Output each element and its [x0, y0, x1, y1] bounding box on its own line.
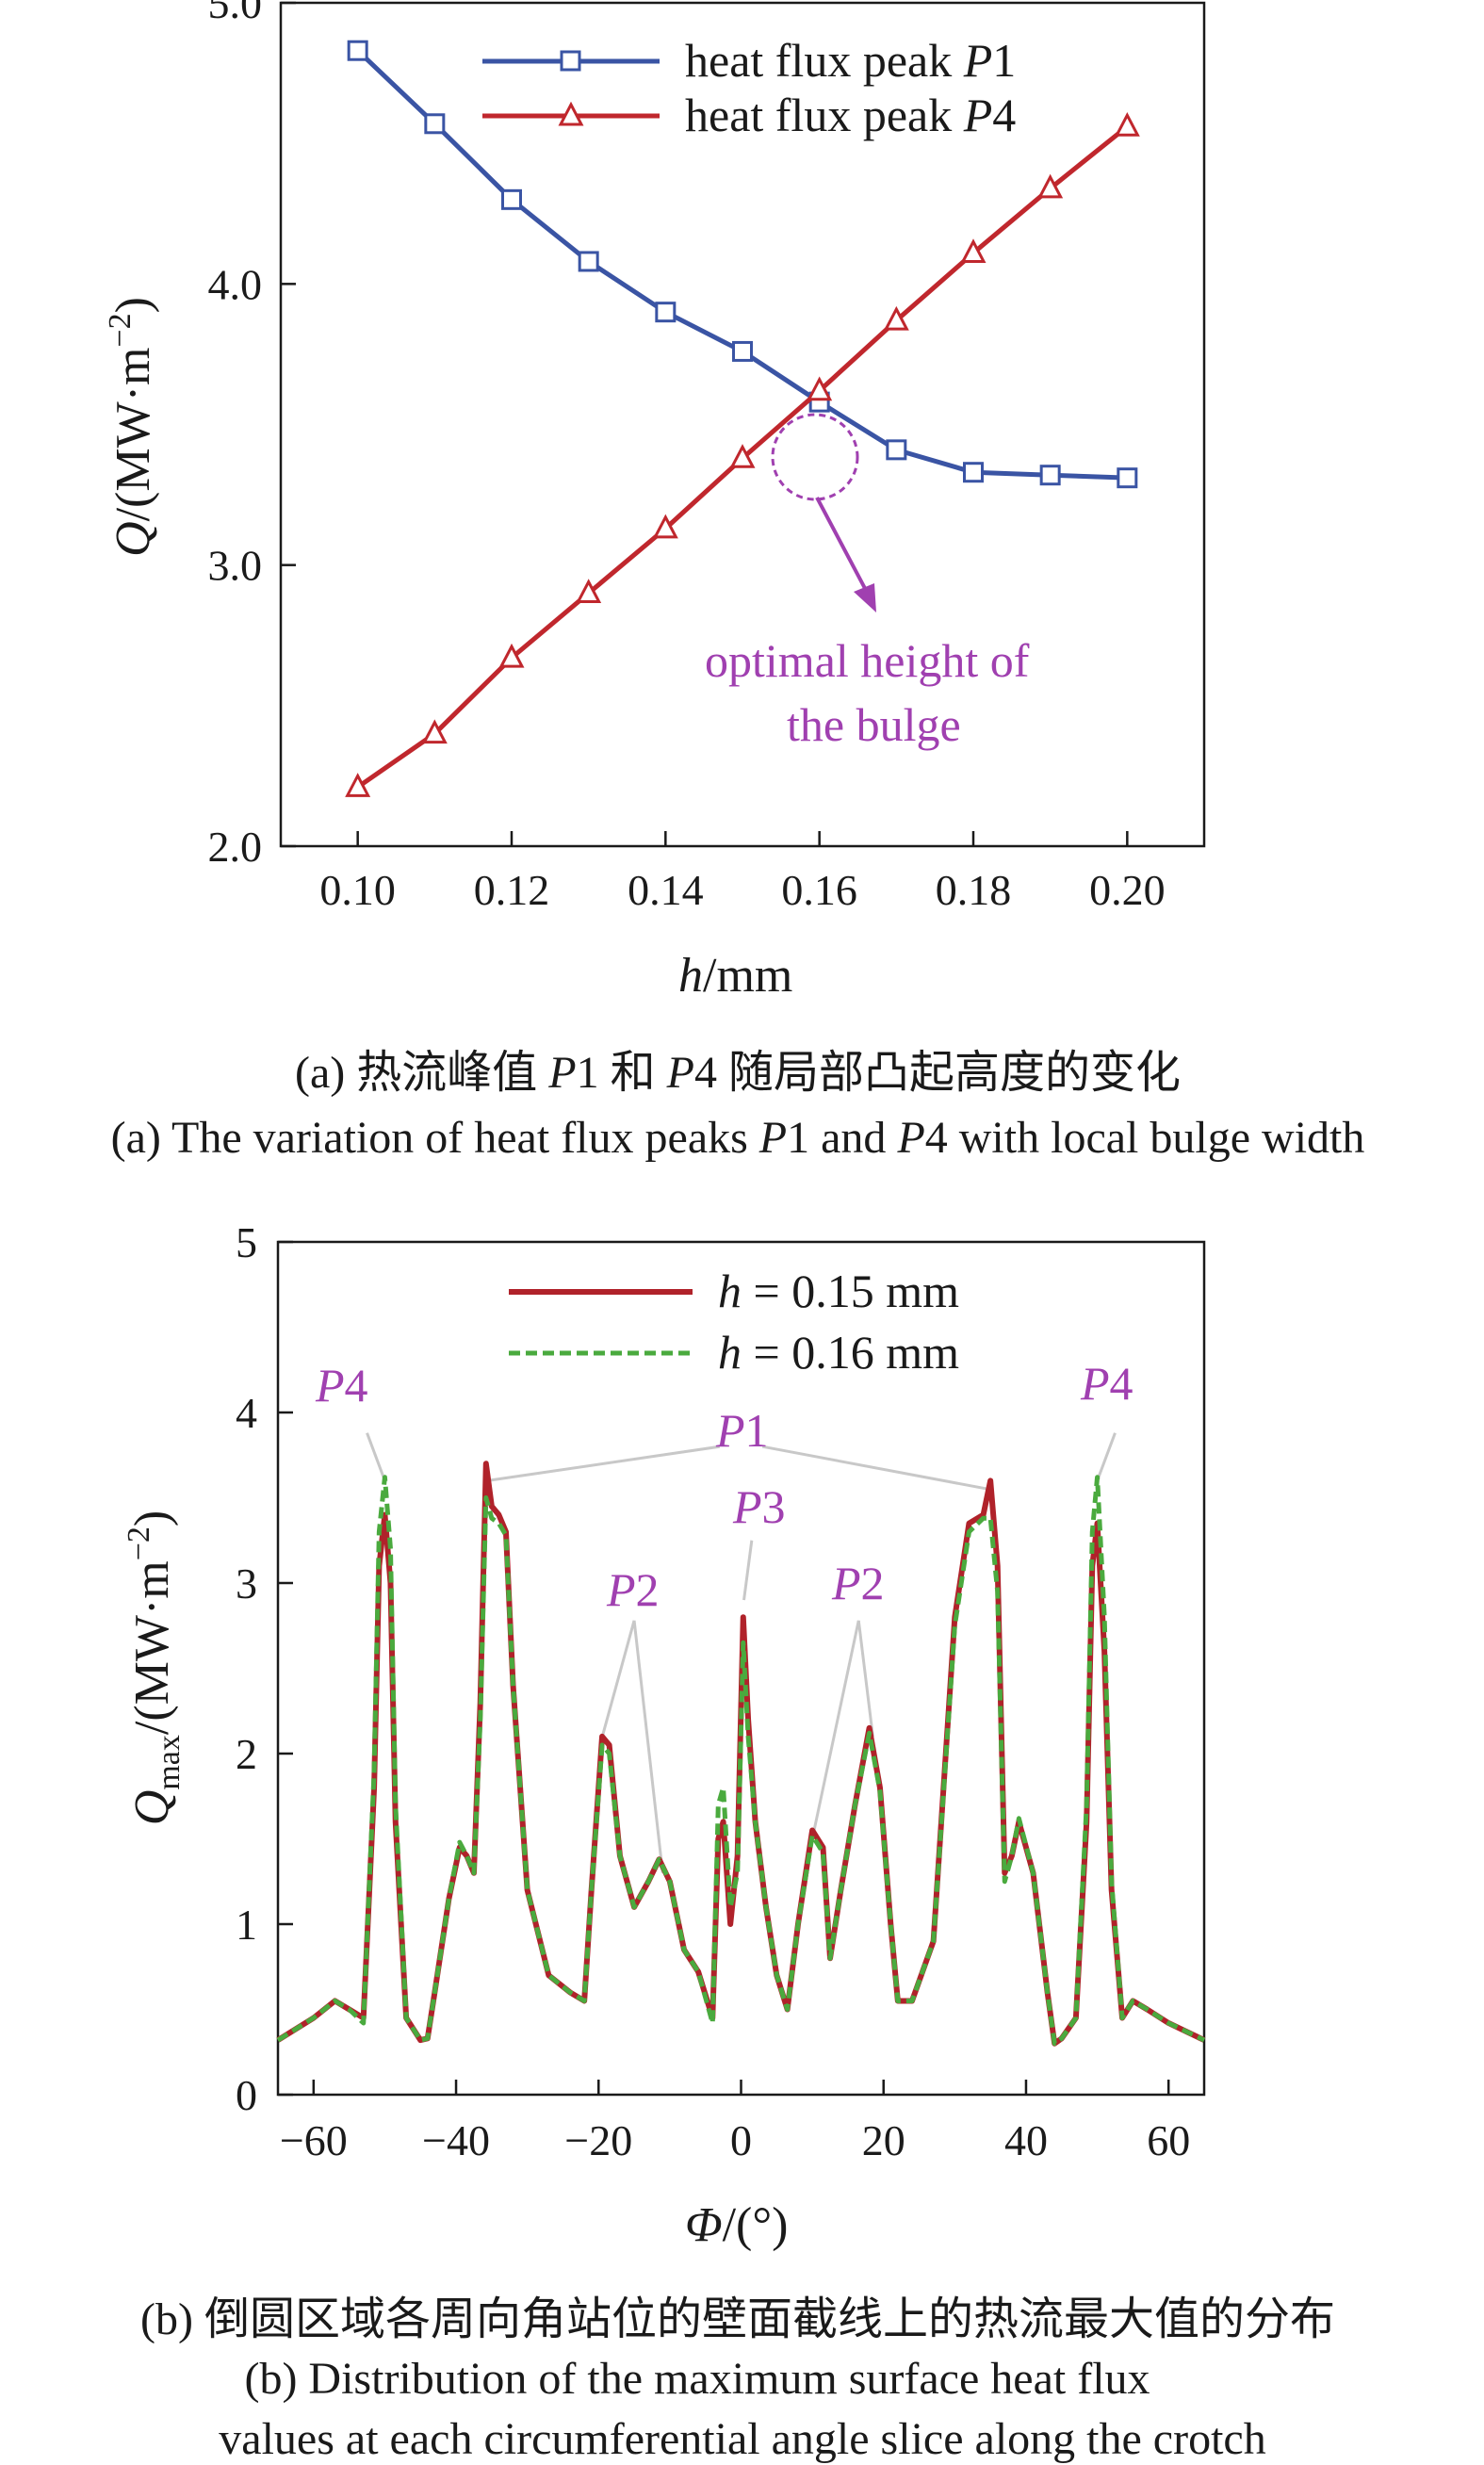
chart-a-caption-en: (a) The variation of heat flux peaks P1 … [111, 1113, 1365, 1163]
p1-data-point [963, 462, 984, 483]
p1-data-point [424, 113, 446, 135]
peak-label-p2-right: P2 [831, 1557, 885, 1609]
series-h016-line [276, 1475, 1206, 2047]
x-tick-label: −60 [280, 2116, 348, 2164]
peak-leader-line [487, 1445, 721, 1482]
peak-label-p4-right: P4 [1080, 1357, 1133, 1410]
y-tick-label: 3 [236, 1559, 257, 1608]
peak-leader-line [761, 1445, 989, 1491]
legend-p1-square-marker [560, 50, 581, 72]
optimal-height-arrow-head [854, 583, 876, 612]
p4-data-point [1114, 112, 1140, 137]
p4-data-point [729, 444, 756, 468]
p1-data-point [578, 251, 599, 272]
peak-label-p1: P1 [715, 1404, 769, 1457]
p4-data-point [883, 305, 909, 331]
legend-h016-label: h = 0.16 mm [718, 1326, 959, 1379]
p1-data-point [1039, 465, 1061, 486]
p4-data-point [421, 719, 448, 744]
optimal-height-arrow-line [815, 497, 871, 596]
optimal-height-circle [771, 413, 859, 501]
chart-b-series [276, 1461, 1206, 2047]
p4-data-point [576, 579, 602, 603]
p4-data-point [960, 238, 987, 264]
p4-data-point [807, 376, 833, 401]
p4-data-point [498, 643, 525, 668]
p1-data-point [347, 40, 368, 61]
legend-h015-label: h = 0.15 mm [718, 1265, 959, 1317]
x-tick-label: 0.14 [628, 866, 704, 914]
chart-b-caption-en-line2: values at each circumferential angle sli… [219, 2414, 1265, 2464]
chart-a-annotation: optimal height of the bulge [705, 413, 1030, 751]
chart-b-caption-en-line1: (b) Distribution of the maximum surface … [244, 2354, 1150, 2404]
peak-leader-line [598, 1620, 636, 1746]
y-tick-label: 5.0 [208, 0, 263, 27]
chart-b-peak-labels: P4 P1 P3 P2 P2 P4 [315, 1357, 1133, 1616]
chart-a-caption-cn: (a) 热流峰值 P1 和 P4 随局部凸起高度的变化 [295, 1048, 1181, 1098]
peak-leader-line [366, 1432, 386, 1481]
p1-data-point [886, 439, 907, 461]
chart-a-x-ticks: 0.10 0.12 0.14 0.16 0.18 0.20 [319, 831, 1166, 914]
x-tick-label: 0.10 [319, 866, 396, 914]
p1-data-point [501, 188, 522, 210]
p4-data-point [345, 773, 371, 797]
p1-data-point [655, 302, 677, 323]
y-tick-label: 0 [236, 2071, 257, 2119]
x-tick-label: 40 [1004, 2116, 1048, 2164]
chart-b-peak-leader-lines [366, 1432, 1117, 1873]
legend-p1-label: heat flux peak P1 [685, 34, 1016, 87]
peak-leader-line [856, 1620, 874, 1738]
p1-data-point [732, 340, 753, 362]
chart-a-legend: heat flux peak P1 heat flux peak P4 [482, 34, 1016, 141]
y-tick-label: 2 [236, 1730, 257, 1778]
chart-b: −60 −40 −20 0 20 40 60 0 1 2 3 4 5 h = 0.15 mm h = … [122, 1218, 1335, 2464]
x-tick-label: 20 [862, 2116, 905, 2164]
x-tick-label: 0.20 [1089, 866, 1166, 914]
x-tick-label: 0 [730, 2116, 752, 2164]
x-tick-label: −20 [564, 2116, 632, 2164]
chart-a-y-ticks: 2.0 3.0 4.0 5.0 [208, 0, 296, 871]
chart-a: 0.10 0.12 0.14 0.16 0.18 0.20 2.0 3.0 4.0 5.0 he… [103, 0, 1364, 1163]
chart-a-plot-frame [279, 1, 1206, 848]
peak-label-p2-left: P2 [606, 1563, 660, 1616]
chart-b-x-ticks: −60 −40 −20 0 20 40 60 [280, 2080, 1190, 2164]
chart-b-legend: h = 0.15 mm h = 0.16 mm [509, 1265, 959, 1379]
chart-a-y-axis-label: Q/(MW·m−2) [103, 297, 160, 557]
chart-b-x-axis-label: Φ/(°) [685, 2198, 788, 2252]
x-tick-label: 0.12 [474, 866, 550, 914]
chart-b-caption-cn: (b) 倒圆区域各周向角站位的壁面截线上的热流最大值的分布 [140, 2294, 1335, 2344]
series-h015-line [276, 1461, 1206, 2047]
y-tick-label: 1 [236, 1901, 257, 1949]
peak-leader-line [632, 1620, 664, 1873]
p4-data-point [1037, 173, 1064, 199]
y-tick-label: 4.0 [208, 260, 263, 308]
x-tick-label: −40 [422, 2116, 490, 2164]
chart-b-y-axis-label: Qmax/(MW·m−2) [122, 1510, 187, 1825]
legend-p4-triangle-marker [558, 101, 584, 126]
y-tick-label: 4 [236, 1389, 257, 1437]
y-tick-label: 3.0 [208, 542, 263, 590]
legend-p4-label: heat flux peak P4 [685, 89, 1016, 141]
peak-leader-line [810, 1620, 860, 1839]
p1-data-point [1117, 467, 1138, 489]
chart-a-x-axis-label: h/mm [678, 949, 792, 1003]
peak-label-p3: P3 [732, 1480, 786, 1533]
peak-leader-line [1096, 1432, 1117, 1481]
chart-a-series [345, 40, 1140, 797]
chart-b-y-ticks: 0 1 2 3 4 5 [236, 1218, 293, 2119]
x-tick-label: 60 [1147, 2116, 1190, 2164]
x-tick-label: 0.18 [936, 866, 1012, 914]
optimal-height-label-line2: the bulge [787, 698, 961, 751]
optimal-height-label-line1: optimal height of [705, 634, 1030, 687]
peak-leader-line [742, 1540, 754, 1601]
p4-data-point [652, 514, 678, 539]
y-tick-label: 5 [236, 1218, 257, 1266]
y-tick-label: 2.0 [208, 823, 263, 871]
peak-label-p4-left: P4 [315, 1359, 368, 1412]
x-tick-label: 0.16 [781, 866, 857, 914]
